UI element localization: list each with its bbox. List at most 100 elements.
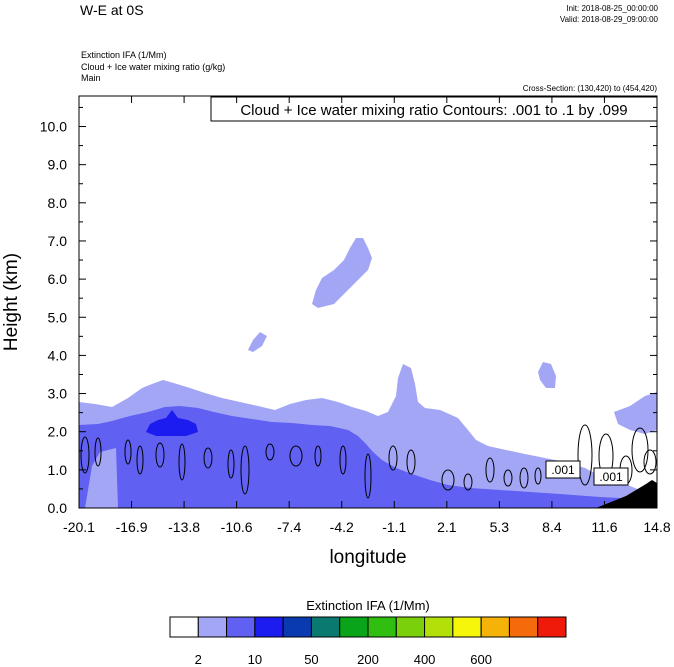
- colorbar-swatch: [508, 616, 539, 638]
- x-tick-label: -1.1: [382, 519, 406, 535]
- cloud-contour: [155, 442, 165, 468]
- x-tick-label: 5.3: [490, 519, 510, 535]
- cloud-contour: [240, 445, 250, 495]
- cloud-contour: [406, 449, 416, 475]
- x-tick-label: 14.8: [643, 519, 670, 535]
- contour-label: .001: [551, 463, 575, 477]
- cloud-contour: [227, 449, 235, 479]
- colorbar-tick-label: 400: [414, 652, 436, 667]
- colorbar-swatch: [226, 616, 256, 638]
- x-tick-label: 2.1: [437, 519, 457, 535]
- x-tick-label: -10.6: [221, 519, 253, 535]
- cloud-contour: [463, 473, 473, 491]
- contour-label-group: .001 .001: [545, 460, 629, 486]
- colorbar-swatch: [424, 616, 454, 638]
- colorbar-tick-label: 600: [470, 652, 492, 667]
- elevated-plume-6km: [312, 238, 372, 308]
- y-tick-label: 5.0: [48, 309, 68, 325]
- x-tick-label: -4.2: [330, 519, 354, 535]
- cloud-contour: [441, 469, 455, 491]
- x-tick-label: 11.6: [591, 519, 617, 535]
- x-axis-label: longitude: [329, 547, 406, 568]
- x-axis: -20.1 -16.9 -13.8 -10.6 -7.4 -4.2 -1.1 2.1 5.3 8.…: [63, 96, 671, 535]
- cloud-contour: [203, 447, 213, 469]
- cloud-contour: [124, 439, 132, 465]
- colorbar-swatch: [197, 616, 228, 638]
- x-tick-label: 8.4: [542, 519, 562, 535]
- colorbar-swatch: [537, 616, 567, 638]
- field-name-1: Extinction IFA (1/Mm): [81, 50, 167, 60]
- y-tick-label: 3.0: [48, 386, 68, 402]
- y-tick-label: 10.0: [40, 119, 67, 135]
- y-axis-label: Height (km): [1, 253, 22, 351]
- init-time: Init: 2018-08-25_00:00:00: [566, 4, 658, 13]
- y-tick-label: 2.0: [48, 424, 68, 440]
- plot-frame: [78, 95, 658, 509]
- colorbar: [169, 616, 567, 638]
- y-tick-label: 7.0: [48, 233, 68, 249]
- x-tick-label: -16.9: [116, 519, 148, 535]
- field-name-2: Cloud + Ice water mixing ratio (g/kg): [81, 62, 225, 72]
- colorbar-tick-label: 200: [357, 652, 379, 667]
- terrain: [596, 480, 657, 508]
- valid-time: Valid: 2018-08-29_09:00:00: [560, 15, 659, 24]
- cloud-contour: [178, 443, 186, 481]
- plot-title: W-E at 0S: [80, 2, 144, 18]
- colorbar-swatch: [452, 616, 482, 638]
- colorbar-swatch: [310, 616, 341, 638]
- elevated-plume-4km: [248, 332, 267, 352]
- colorbar-swatch: [480, 616, 510, 638]
- colorbar-swatch: [254, 616, 284, 638]
- cloud-contour: [339, 445, 347, 475]
- cloud-contour: [534, 467, 542, 485]
- plot-area: .001 .001 Cloud + Ice water mixing ratio…: [78, 95, 658, 509]
- cloud-contour: [503, 469, 513, 487]
- y-tick-label: 4.0: [48, 347, 68, 363]
- cloud-contour: [80, 436, 90, 474]
- colorbar-swatch: [282, 616, 312, 638]
- cloud-contour: [643, 449, 657, 475]
- contour-label-box: [545, 460, 581, 479]
- cloud-contour: [364, 453, 372, 499]
- cloud-contour: [631, 427, 649, 473]
- y-tick-label: 0.0: [48, 500, 68, 516]
- y-tick-label: 9.0: [48, 157, 68, 173]
- colorbar-labels: 2 10 50 200 400 600: [195, 652, 492, 667]
- contour-label: .001: [599, 470, 623, 484]
- field-name-3: Main: [81, 73, 101, 83]
- cloud-contour: [314, 445, 322, 467]
- x-tick-label: -13.8: [168, 519, 200, 535]
- colorbar-tick-label: 2: [195, 652, 202, 667]
- colorbar-swatch: [367, 616, 397, 638]
- extinction-level-10: [79, 406, 657, 508]
- cloud-contour: [577, 424, 593, 486]
- cloud-contour: [94, 437, 102, 467]
- cloud-contours: [80, 424, 657, 499]
- x-tick-label: -7.4: [277, 519, 301, 535]
- contour-info: Cloud + Ice water mixing ratio Contours:…: [240, 102, 627, 119]
- colorbar-swatch: [169, 616, 199, 638]
- cloud-contour: [485, 457, 495, 483]
- right-aerosol-patch: [614, 392, 657, 434]
- dense-core: [146, 410, 198, 436]
- y-axis: 0.0 1.0 2.0 3.0 4.0 5.0 6.0 7.0 8.0 9.0 10.0: [40, 106, 657, 516]
- x-tick-label: -20.1: [63, 519, 95, 535]
- colorbar-swatch: [339, 616, 369, 638]
- extinction-level-50: [146, 410, 198, 436]
- cloud-contour: [136, 445, 144, 475]
- elevated-plume-3.5km: [538, 362, 556, 388]
- cross-section-info: Cross-Section: (130,420) to (454,420): [523, 84, 658, 93]
- contour-info-box: [210, 96, 658, 122]
- contour-label-box: [593, 467, 629, 486]
- colorbar-swatch: [395, 616, 426, 638]
- main-boundary-layer: [79, 406, 657, 508]
- cloud-contour: [265, 443, 275, 461]
- colorbar-tick-label: 10: [248, 652, 262, 667]
- y-tick-label: 1.0: [48, 462, 68, 478]
- cloud-contour: [519, 467, 529, 489]
- y-tick-label: 6.0: [48, 271, 68, 287]
- colorbar-title: Extinction IFA (1/Mm): [306, 598, 430, 613]
- colorbar-tick-label: 50: [304, 652, 318, 667]
- y-tick-label: 8.0: [48, 195, 68, 211]
